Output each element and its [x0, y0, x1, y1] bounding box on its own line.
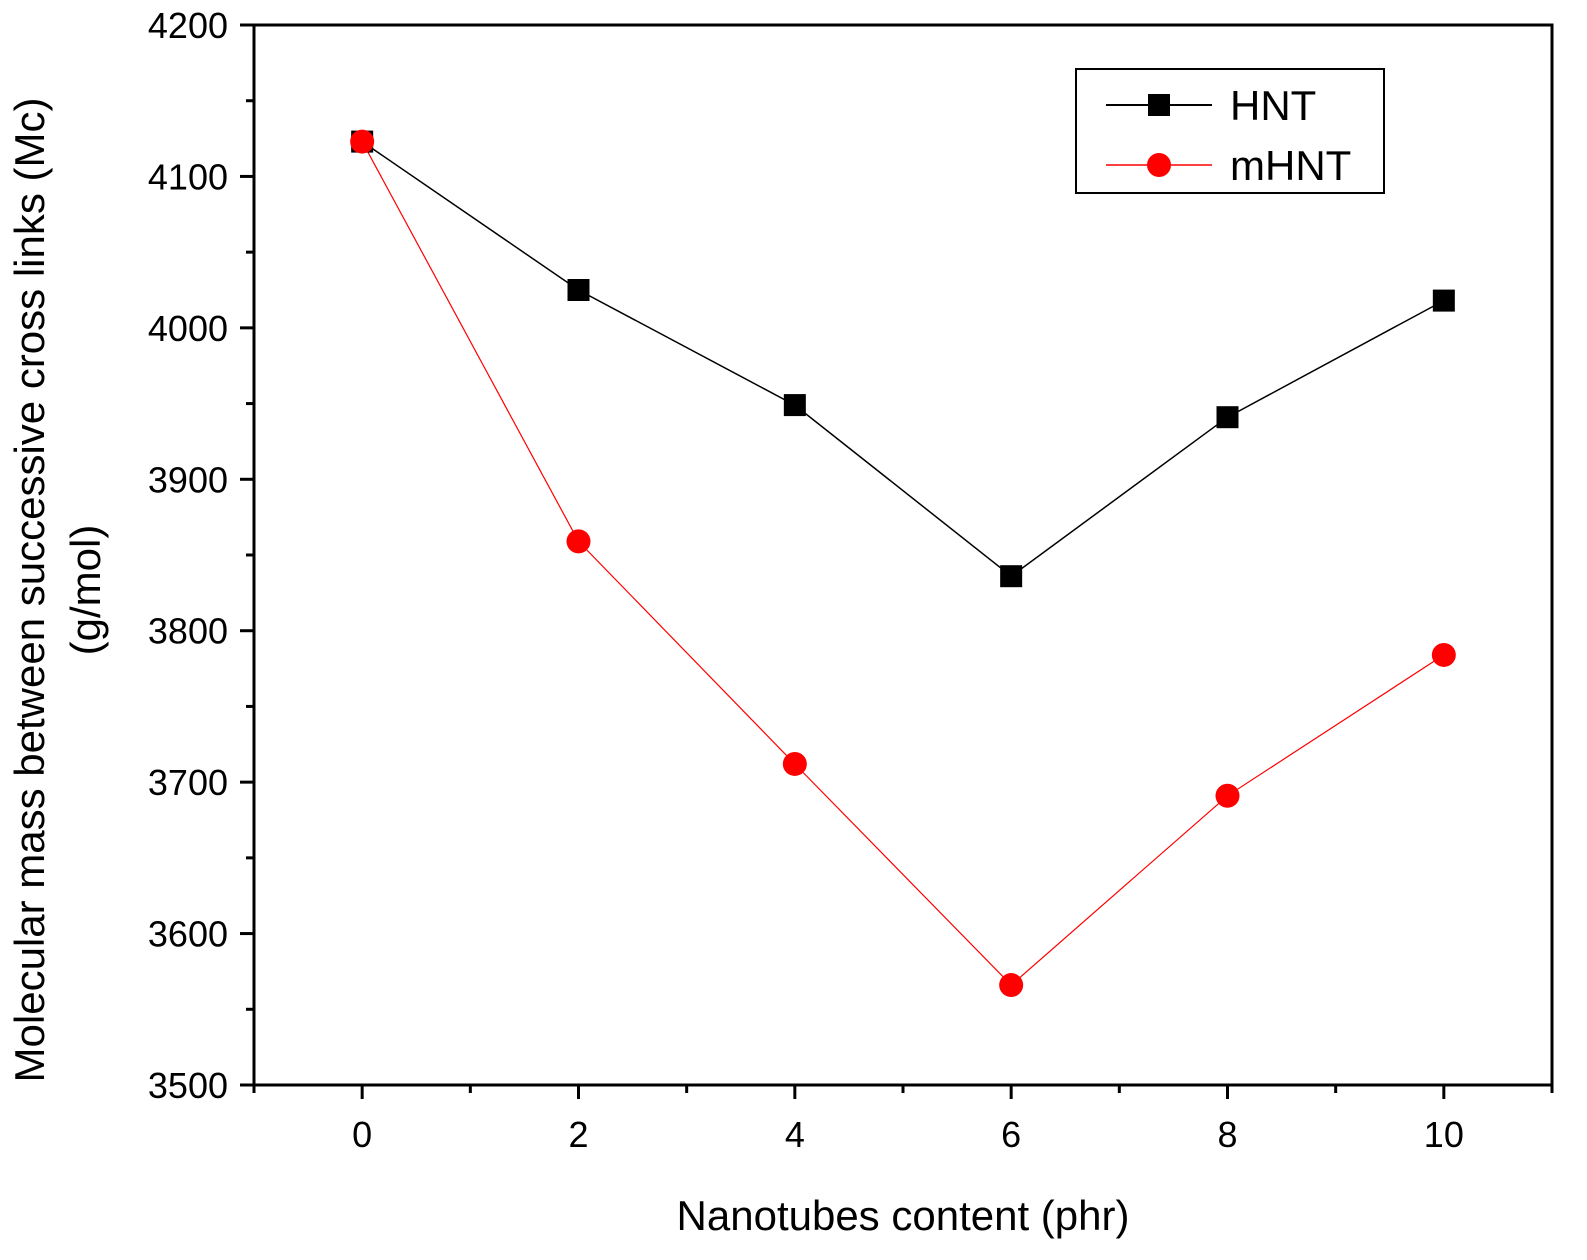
data-point-mhnt — [1431, 642, 1456, 667]
y-tick-label: 4200 — [148, 5, 228, 46]
data-point-mhnt — [782, 751, 807, 776]
series-line-hnt — [361, 140, 1445, 578]
x-tick-label: 4 — [785, 1114, 805, 1155]
series-lines — [361, 140, 1445, 986]
y-axis-title: Molecular mass between successive cross … — [6, 98, 53, 1083]
legend-label-hnt: HNT — [1230, 82, 1316, 129]
data-point-mhnt — [350, 129, 375, 154]
y-tick-label: 3900 — [148, 459, 228, 500]
y-tick-label: 3600 — [148, 914, 228, 955]
data-point-hnt — [1432, 289, 1455, 312]
x-tick-label: 2 — [568, 1114, 588, 1155]
data-point-hnt — [1216, 406, 1239, 429]
y-axis-title-unit: (g/mol) — [62, 525, 109, 656]
y-tick-label: 3800 — [148, 611, 228, 652]
series-line-mhnt — [361, 141, 1445, 986]
legend-box — [1075, 68, 1385, 194]
y-tick-label: 3700 — [148, 762, 228, 803]
y-tick-label: 4000 — [148, 308, 228, 349]
legend-label-mhnt: mHNT — [1230, 142, 1351, 189]
data-point-hnt — [1000, 565, 1023, 588]
data-point-hnt — [567, 279, 590, 301]
y-tick-label: 3500 — [148, 1065, 228, 1106]
series-markers — [350, 129, 1456, 998]
data-point-mhnt — [566, 529, 591, 554]
x-tick-label: 0 — [352, 1114, 372, 1155]
data-point-hnt — [783, 394, 806, 417]
x-tick-label: 6 — [1001, 1114, 1021, 1155]
data-point-mhnt — [999, 973, 1024, 998]
data-point-mhnt — [1215, 783, 1240, 808]
legend: HNT mHNT — [1075, 68, 1385, 194]
y-axis-title-group: Molecular mass between successive cross … — [6, 98, 109, 1083]
x-axis-title: Nanotubes content (phr) — [677, 1192, 1130, 1239]
y-tick-label: 4100 — [148, 156, 228, 197]
legend-marker-hnt — [1148, 94, 1170, 116]
axis-ticks: 0 2 4 6 8 10 3500 3600 3700 3800 3900 4000 4100 4200 — [148, 5, 1554, 1155]
legend-marker-mhnt — [1147, 153, 1171, 177]
x-tick-label: 10 — [1424, 1114, 1464, 1155]
x-tick-label: 8 — [1217, 1114, 1237, 1155]
